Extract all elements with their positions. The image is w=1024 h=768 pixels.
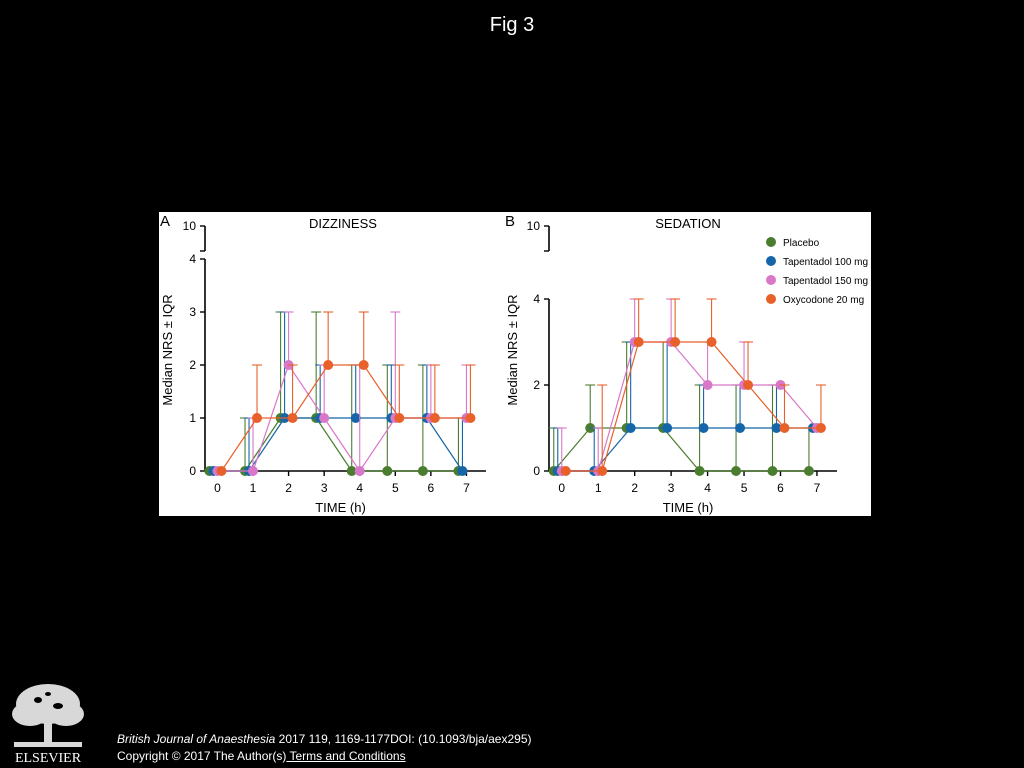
panel-a-line-placebo <box>209 417 459 472</box>
panel-b-point-placebo <box>803 466 814 476</box>
panel-b-letter: B <box>505 213 515 230</box>
panel-b-y-tick-label: 0 <box>533 464 540 478</box>
panel-b-x-tick-label: 0 <box>558 481 565 495</box>
panel-a-point-placebo <box>417 466 428 476</box>
panel-a-y-tick-label: 0 <box>189 464 196 478</box>
legend-marker-oxycodone-20-mg <box>766 294 776 304</box>
panel-b-point-tapentadol-100-mg <box>771 423 782 433</box>
panel-b-point-oxycodone-20-mg <box>597 466 608 476</box>
panel-b-point-tapentadol-100-mg <box>662 423 673 433</box>
panel-a-point-oxycodone-20-mg <box>216 466 227 476</box>
panel-b-point-tapentadol-100-mg <box>625 423 636 433</box>
panel-a-x-label: TIME (h) <box>315 500 366 515</box>
panel-a-point-tapentadol-100-mg <box>350 413 361 423</box>
citation-details: 2017 119, 1169-1177DOI: (10.1093/bja/aex… <box>275 732 532 746</box>
panel-b-x-tick-label: 3 <box>668 481 675 495</box>
legend-label-tapentadol-100-mg: Tapentadol 100 mg <box>783 257 868 268</box>
panel-a-y-tick-label: 4 <box>189 252 196 266</box>
panel-b-point-oxycodone-20-mg <box>670 337 681 347</box>
panel-b-point-tapentadol-100-mg <box>735 423 746 433</box>
panel-a-point-oxycodone-20-mg <box>323 360 334 370</box>
panel-b-line-placebo <box>553 427 809 472</box>
panel-b-x-tick-label: 1 <box>595 481 602 495</box>
panel-a-point-placebo <box>382 466 393 476</box>
panel-a-point-oxycodone-20-mg <box>429 413 440 423</box>
panel-b-point-oxycodone-20-mg <box>706 337 717 347</box>
panel-b-line-tapentadol-100-mg <box>557 427 813 472</box>
panel-a-x-tick-label: 5 <box>392 481 399 495</box>
citation-block: British Journal of Anaesthesia 2017 119,… <box>117 731 532 765</box>
panel-a-point-placebo <box>346 466 357 476</box>
panel-b-point-oxycodone-20-mg <box>633 337 644 347</box>
panel-a-point-oxycodone-20-mg <box>358 360 369 370</box>
panel-a-y-tick-label: 1 <box>189 411 196 425</box>
terms-link[interactable]: Terms and Conditions <box>286 749 406 763</box>
legend-label-oxycodone-20-mg: Oxycodone 20 mg <box>783 295 864 306</box>
legend-marker-tapentadol-100-mg <box>766 256 776 266</box>
legend-label-placebo: Placebo <box>783 238 820 249</box>
panel-a-x-tick-label: 2 <box>285 481 292 495</box>
panel-b-line-oxycodone-20-mg <box>565 341 821 472</box>
panel-b-point-placebo <box>767 466 778 476</box>
panel-b-point-placebo <box>731 466 742 476</box>
panel-a-title: DIZZINESS <box>309 216 377 231</box>
panel-a-line-oxycodone-20-mg <box>220 364 471 472</box>
panel-b-y-label: Median NRS ± IQR <box>505 294 520 405</box>
panel-a-y-tick-label: 10 <box>183 219 197 233</box>
panel-a-y-tick-label: 3 <box>189 305 196 319</box>
panel-b-point-oxycodone-20-mg <box>560 466 571 476</box>
panel-b-y-tick-label: 2 <box>533 378 540 392</box>
panel-b-point-oxycodone-20-mg <box>743 380 754 390</box>
panel-b-x-tick-label: 7 <box>814 481 821 495</box>
figure-title: Fig 3 <box>489 14 535 36</box>
panel-b-title: SEDATION <box>655 216 721 231</box>
panel-a-point-oxycodone-20-mg <box>252 413 263 423</box>
panel-a-point-oxycodone-20-mg <box>394 413 405 423</box>
panel-a-point-oxycodone-20-mg <box>465 413 476 423</box>
panel-b-point-placebo <box>694 466 705 476</box>
panel-b-point-oxycodone-20-mg <box>815 423 826 433</box>
panel-b-x-tick-label: 2 <box>631 481 638 495</box>
panel-a-x-tick-label: 0 <box>214 481 221 495</box>
elsevier-tree-icon: ELSEVIER <box>12 684 84 766</box>
panel-b-point-tapentadol-100-mg <box>698 423 709 433</box>
panel-a-y-tick-label: 2 <box>189 358 196 372</box>
panel-a-x-tick-label: 4 <box>356 481 363 495</box>
panel-a-y-label: Median NRS ± IQR <box>160 294 175 405</box>
panel-b-x-tick-label: 5 <box>741 481 748 495</box>
panel-b-y-tick-label: 4 <box>533 292 540 306</box>
panel-b-x-tick-label: 6 <box>777 481 784 495</box>
panel-b-point-tapentadol-150-mg <box>702 380 713 390</box>
panel-a-point-oxycodone-20-mg <box>287 413 298 423</box>
journal-name: British Journal of Anaesthesia <box>117 732 276 746</box>
panel-a-point-tapentadol-150-mg <box>319 413 330 423</box>
panel-b-point-oxycodone-20-mg <box>779 423 790 433</box>
copyright-line: Copyright © 2017 The Author(s) Terms and… <box>117 748 532 765</box>
panel-b-y-tick-label: 10 <box>527 219 541 233</box>
legend-marker-placebo <box>766 237 776 247</box>
panel-a-x-tick-label: 3 <box>321 481 328 495</box>
panel-a-x-tick-label: 1 <box>250 481 257 495</box>
citation-line: British Journal of Anaesthesia 2017 119,… <box>117 731 532 748</box>
chart-panel: A DIZZINESS 10 0 1 2 3 4 0 1 2 3 4 5 6 7 TIME (h) Median … <box>159 212 871 516</box>
copyright-text: Copyright © 2017 The Author(s) <box>117 749 287 763</box>
panel-a-point-tapentadol-150-mg <box>248 466 259 476</box>
panel-b-x-label: TIME (h) <box>663 500 714 515</box>
panel-a-x-tick-label: 6 <box>428 481 435 495</box>
panel-a-point-tapentadol-150-mg <box>354 466 365 476</box>
panel-b-line-tapentadol-150-mg <box>561 341 818 472</box>
legend-marker-tapentadol-150-mg <box>766 275 776 285</box>
panel-a-letter: A <box>160 213 170 230</box>
panel-a-point-tapentadol-100-mg <box>457 466 468 476</box>
legend-label-tapentadol-150-mg: Tapentadol 150 mg <box>783 276 868 287</box>
panel-b-x-tick-label: 4 <box>704 481 711 495</box>
panel-a-x-tick-label: 7 <box>463 481 470 495</box>
logo-label: ELSEVIER <box>15 751 82 766</box>
